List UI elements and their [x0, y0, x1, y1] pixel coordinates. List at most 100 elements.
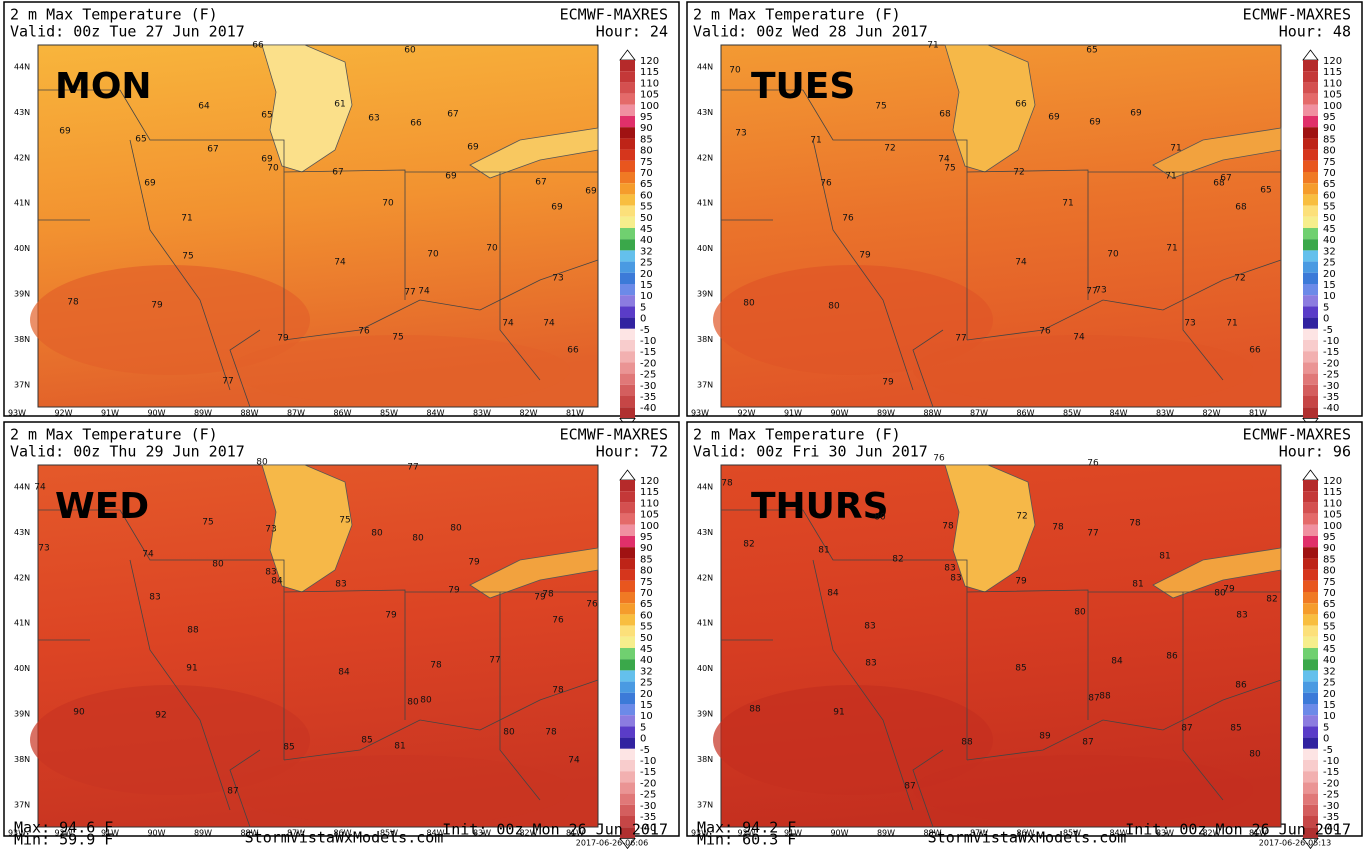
colorbar-swatch [620, 625, 635, 637]
day-label: TUES [751, 66, 855, 107]
state-border [283, 169, 406, 300]
colorbar-swatch [620, 659, 635, 671]
lon-label: 91W [784, 409, 802, 418]
colorbar-swatch [1303, 502, 1318, 514]
colorbar-swatch [1303, 216, 1318, 228]
lon-label: 84W [426, 829, 444, 838]
colorbar-swatch [1303, 116, 1318, 128]
colorbar-label: 10 [1323, 711, 1336, 722]
station-value: 83 [1236, 611, 1247, 621]
state-border [1182, 592, 1224, 801]
colorbar-label: 105 [1323, 510, 1342, 521]
station-value: 77 [1087, 529, 1098, 539]
station-value: 64 [198, 102, 210, 112]
colorbar-swatch [1303, 373, 1318, 385]
lon-label: 82W [1202, 829, 1220, 838]
lat-label: 40N [697, 244, 713, 253]
colorbar-swatch [620, 373, 635, 385]
station-value: 65 [135, 135, 146, 145]
colorbar-swatch [1303, 670, 1318, 682]
colorbar-label: 5 [1323, 302, 1329, 313]
colorbar-swatch [620, 407, 635, 419]
lat-label: 44N [14, 63, 30, 72]
colorbar-label: 10 [640, 711, 653, 722]
station-value: 83 [865, 659, 876, 669]
station-value: 80 [743, 299, 755, 309]
colorbar-swatch [620, 104, 635, 116]
colorbar-label: 120 [1323, 476, 1342, 487]
station-value: 71 [927, 41, 938, 51]
station-value: 69 [261, 155, 273, 165]
colorbar-swatch [1303, 149, 1318, 161]
colorbar-swatch [620, 250, 635, 262]
colorbar-label: -5 [1323, 745, 1333, 756]
valid-time: Valid: 00z Wed 28 Jun 2017 [693, 23, 928, 41]
station-value: 83 [944, 564, 955, 574]
colorbar-label: 10 [1323, 291, 1336, 302]
lat-label: 37N [14, 380, 30, 389]
colorbar-label: 115 [1323, 67, 1342, 78]
station-value: 76 [1039, 327, 1051, 337]
lon-label: 91W [101, 409, 119, 418]
lon-label: 93W [8, 829, 26, 838]
colorbar-swatch [620, 771, 635, 783]
colorbar-label: -20 [1323, 358, 1339, 369]
warm-region [30, 265, 310, 375]
station-value: 77 [407, 463, 418, 473]
colorbar-label: 0 [1323, 314, 1329, 325]
station-value: 87 [227, 787, 238, 797]
colorbar-swatch [620, 670, 635, 682]
station-value: 85 [1015, 664, 1026, 674]
colorbar-swatch [620, 82, 635, 94]
station-value: 65 [261, 111, 272, 121]
lon-label: 90W [830, 829, 848, 838]
colorbar-label: -15 [1323, 347, 1339, 358]
station-value: 73 [265, 525, 276, 535]
station-value: 73 [1095, 286, 1106, 296]
state-border [229, 329, 261, 408]
station-value: 67 [332, 168, 343, 178]
colorbar-label: 65 [640, 599, 653, 610]
lon-label: 83W [1156, 409, 1174, 418]
station-value: 79 [882, 378, 894, 388]
state-border [283, 679, 599, 761]
colorbar-swatch [1303, 771, 1318, 783]
lon-label: 89W [877, 409, 895, 418]
lon-label: 82W [519, 409, 537, 418]
colorbar-cap [619, 838, 636, 850]
colorbar-swatch [620, 816, 635, 828]
station-value: 77 [222, 377, 233, 387]
station-value: 67 [535, 178, 546, 188]
lon-label: 84W [1109, 409, 1127, 418]
colorbar-swatch [620, 362, 635, 374]
station-value: 79 [277, 334, 289, 344]
colorbar-label: 75 [640, 577, 653, 588]
state-border [721, 89, 968, 340]
colorbar-label: 15 [640, 280, 653, 291]
warm-region [713, 265, 993, 375]
station-value: 90 [73, 708, 85, 718]
colorbar-label: 65 [1323, 599, 1336, 610]
lon-label: 85W [380, 409, 398, 418]
timestamp: 2017-06-26-06:06 [576, 839, 648, 848]
lake-michigan [261, 44, 353, 173]
colorbar-swatch [620, 71, 635, 83]
colorbar-label: -10 [640, 336, 656, 347]
colorbar-swatch [1303, 603, 1318, 615]
colorbar-label: 105 [640, 90, 659, 101]
lon-label: 90W [147, 409, 165, 418]
colorbar-label: 115 [640, 487, 659, 498]
colorbar-label: -35 [1323, 392, 1339, 403]
colorbar-label: 95 [640, 532, 653, 543]
min-value: Min: 60.3 F [697, 831, 796, 849]
lon-label: 86W [1016, 829, 1034, 838]
state-border [912, 749, 944, 828]
lon-label: 92W [737, 409, 755, 418]
station-value: 74 [34, 483, 46, 493]
colorbar-label: 90 [1323, 123, 1336, 134]
state-border [38, 509, 285, 760]
state-border [229, 749, 261, 828]
station-value: 70 [427, 250, 439, 260]
colorbar-label: 15 [640, 700, 653, 711]
